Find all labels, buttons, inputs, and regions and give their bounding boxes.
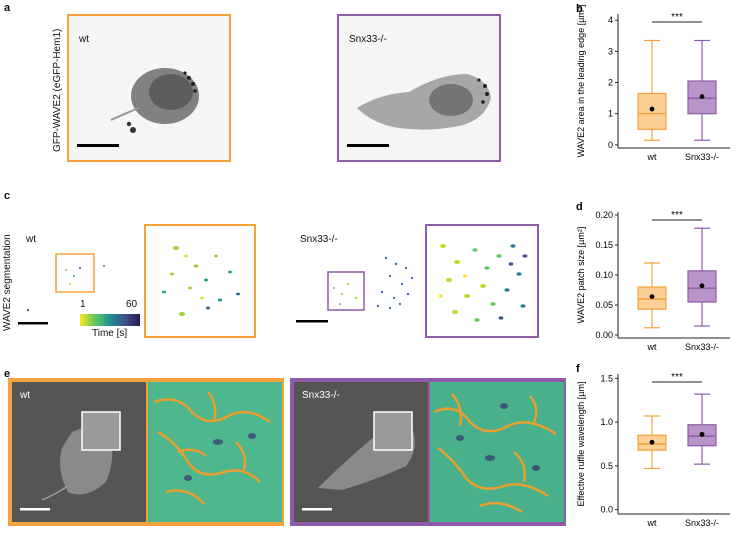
x-tick-label: Snx33-/- xyxy=(685,152,719,162)
y-tick-label: 0.10 xyxy=(595,270,613,280)
y-tick-label: 2 xyxy=(608,78,613,88)
y-tick-label: 3 xyxy=(608,46,613,56)
significance-label: *** xyxy=(671,210,683,221)
panel-a-letter: a xyxy=(4,2,11,14)
significance-label: *** xyxy=(671,12,683,23)
panel-a-wt-label: wt xyxy=(79,34,89,45)
y-tick-label: 1.0 xyxy=(600,417,613,427)
colorbar-min: 1 xyxy=(80,299,86,310)
panel-letter: f xyxy=(576,363,580,375)
y-axis-label: WAVE2 area in the leading edge [µm²] xyxy=(576,5,586,158)
time-colorbar xyxy=(80,314,140,326)
mean-point xyxy=(699,283,705,289)
x-tick-label: wt xyxy=(647,152,657,162)
y-tick-label: 1 xyxy=(608,109,613,119)
y-tick-label: 4 xyxy=(608,15,613,25)
y-axis-label: Effective ruffle wavelength [µm] xyxy=(576,382,586,507)
x-tick-label: wt xyxy=(647,518,657,528)
panel-a-ko-label: Snx33-/- xyxy=(349,34,387,45)
colorbar-label: Time [s] xyxy=(92,328,128,339)
mean-point xyxy=(649,294,655,299)
y-tick-label: 0.00 xyxy=(595,330,613,340)
x-tick-label: wt xyxy=(647,342,657,352)
y-axis-label: WAVE2 patch size [µm²] xyxy=(576,227,586,324)
ko-cell-micrograph xyxy=(347,74,491,147)
y-tick-label: 0.0 xyxy=(600,505,613,515)
wt-segmentation-overview xyxy=(18,253,105,325)
y-tick-label: 0.05 xyxy=(595,300,613,310)
chart-d: d WAVE2 patch size [µm²] 0.00 0.05 0.10 0.15 0… xyxy=(576,201,730,352)
panel-a-ko-image: Snx33-/- xyxy=(337,14,501,162)
y-tick-label: 0.5 xyxy=(600,461,613,471)
ko-sem-image: Snx33-/- xyxy=(294,382,428,522)
panel-letter: d xyxy=(576,201,583,213)
mean-point xyxy=(699,94,705,99)
x-tick-label: Snx33-/- xyxy=(685,518,719,528)
y-tick-label: 1.5 xyxy=(600,373,613,383)
y-tick-label: 0 xyxy=(608,140,613,150)
x-tick-label: Snx33-/- xyxy=(685,342,719,352)
panel-c-letter: c xyxy=(4,190,11,202)
significance-label: *** xyxy=(671,372,683,383)
ko-ruffle-map xyxy=(430,382,564,522)
wt-sem-image: wt xyxy=(12,382,146,522)
panel-e-wt-group: wt xyxy=(8,378,284,526)
panel-e-wt-label: wt xyxy=(20,390,30,401)
box-iqr xyxy=(687,270,717,303)
colorbar-max: 60 xyxy=(126,299,138,310)
y-tick-label: 0.20 xyxy=(595,210,613,220)
ko-segmentation-overview xyxy=(296,256,414,323)
panel-c-ko-label: Snx33-/- xyxy=(300,234,338,245)
ko-segmentation-zoom xyxy=(425,224,539,338)
mean-point xyxy=(699,431,705,437)
panel-c-wt-label: wt xyxy=(26,234,36,245)
panel-e-ko-label: Snx33-/- xyxy=(302,390,340,401)
panel-a-wt-image: wt xyxy=(67,14,231,162)
panel-letter: b xyxy=(576,3,583,15)
chart-f: f Effective ruffle wavelength [µm] 0.0 0.5 1… xyxy=(576,363,730,528)
wt-cell-micrograph xyxy=(77,68,199,147)
panel-e-letter: e xyxy=(4,368,11,380)
wt-segmentation-zoom xyxy=(144,224,256,338)
y-tick-label: 0.15 xyxy=(595,240,613,250)
mean-point xyxy=(649,439,655,445)
wt-ruffle-map xyxy=(148,382,282,522)
mean-point xyxy=(649,106,655,112)
panel-e-ko-group: Snx33-/- xyxy=(290,378,566,526)
panel-a-ylabel: GFP-WAVE2 (eGFP-Hem1) xyxy=(52,28,63,152)
panel-c-ylabel: WAVE2 segmentation xyxy=(2,234,13,331)
